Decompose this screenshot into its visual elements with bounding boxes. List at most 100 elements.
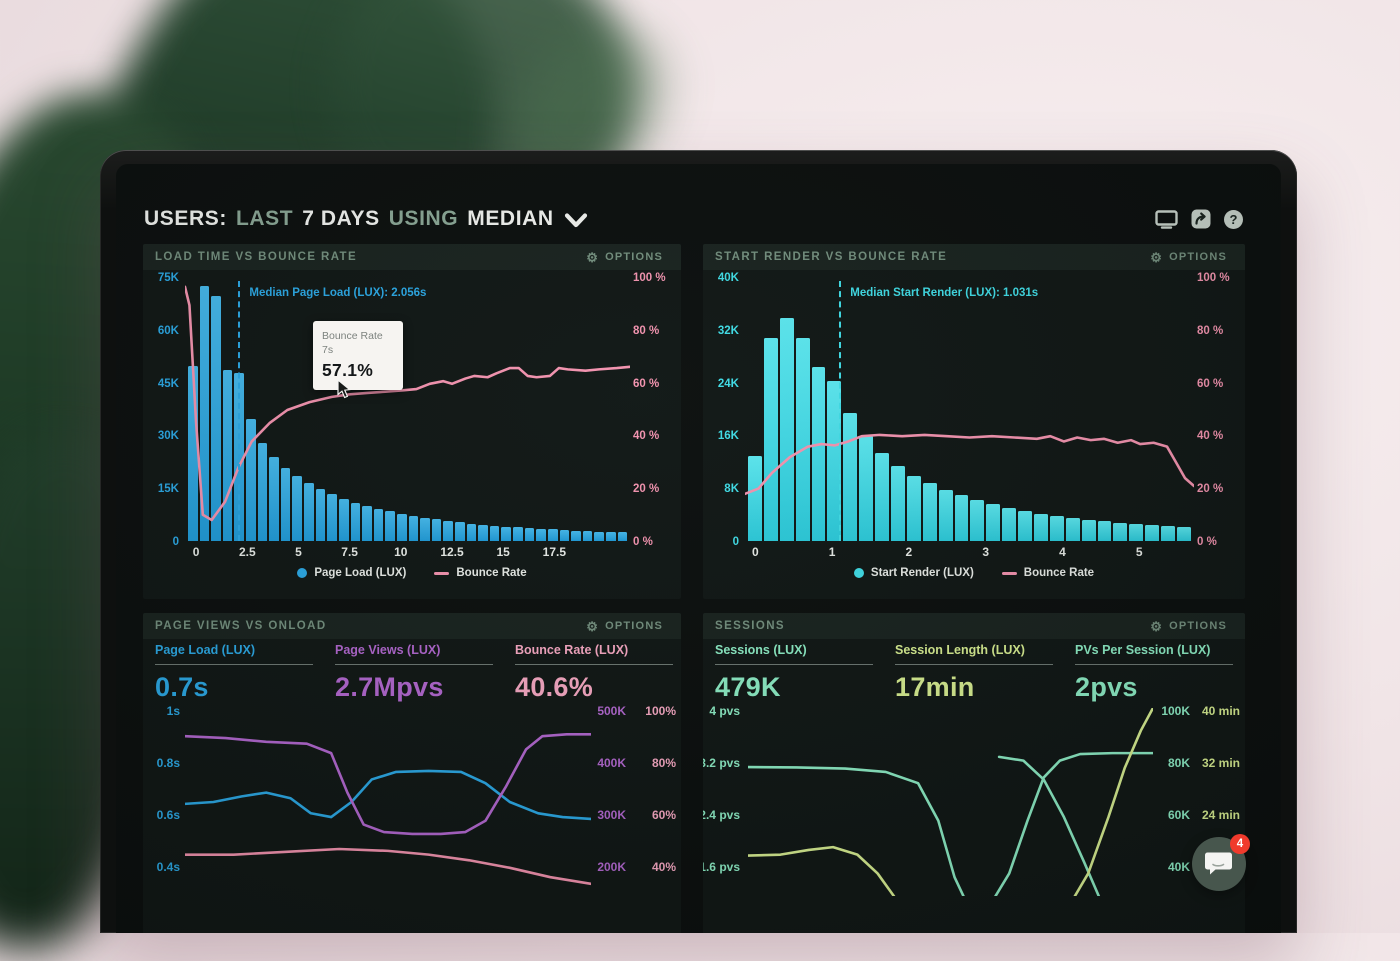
- options-button[interactable]: ⚙ OPTIONS: [580, 619, 669, 634]
- line-series: [185, 708, 591, 896]
- bar[interactable]: [843, 413, 858, 541]
- bar[interactable]: [938, 489, 953, 541]
- bar[interactable]: [408, 515, 419, 541]
- metric: Page Load (LUX) 0.7s: [155, 643, 313, 703]
- bar[interactable]: [605, 531, 616, 541]
- line-series: [745, 279, 1194, 541]
- share-icon[interactable]: [1191, 209, 1211, 229]
- y-tick-row: 40K: [1152, 860, 1240, 874]
- monitor-icon[interactable]: [1155, 209, 1178, 229]
- bar[interactable]: [547, 529, 558, 541]
- bar[interactable]: [199, 286, 210, 541]
- bar[interactable]: [891, 465, 905, 541]
- bar[interactable]: [779, 318, 794, 541]
- bar[interactable]: [280, 467, 291, 541]
- panel-load-time-vs-bounce-rate: LOAD TIME VS BOUNCE RATE ⚙ OPTIONS 75K 60K…: [143, 244, 681, 599]
- options-button[interactable]: ⚙ OPTIONS: [580, 250, 669, 265]
- options-button[interactable]: ⚙ OPTIONS: [1144, 250, 1233, 265]
- bar[interactable]: [315, 488, 326, 541]
- bar[interactable]: [1097, 521, 1112, 541]
- bar[interactable]: [455, 522, 465, 541]
- median-line: Median Start Render (LUX): 1.031s: [839, 281, 1038, 541]
- legend-label: Start Render (LUX): [870, 567, 974, 579]
- bar[interactable]: [1081, 520, 1096, 541]
- bar[interactable]: [211, 296, 221, 541]
- bar[interactable]: [559, 530, 570, 541]
- bar[interactable]: [362, 506, 372, 541]
- bar[interactable]: [489, 525, 500, 541]
- bar[interactable]: [443, 520, 454, 541]
- bar[interactable]: [1161, 525, 1176, 541]
- y-tick: 20 %: [1197, 483, 1224, 496]
- bar[interactable]: [501, 526, 512, 541]
- y-tick: 2.4 pvs: [703, 808, 740, 822]
- bar[interactable]: [1145, 525, 1160, 541]
- bar[interactable]: [257, 443, 268, 541]
- metric-row: Sessions (LUX) 479K Session Length (LUX) 17…: [715, 643, 1245, 703]
- dashboard-grid: LOAD TIME VS BOUNCE RATE ⚙ OPTIONS 75K 60K…: [143, 244, 1245, 933]
- bar[interactable]: [763, 337, 778, 541]
- y-tick: 80 %: [1197, 324, 1224, 337]
- bar[interactable]: [304, 483, 314, 541]
- bar[interactable]: [431, 519, 442, 541]
- bar[interactable]: [420, 517, 430, 541]
- legend-dot: [853, 568, 864, 578]
- bar[interactable]: [906, 475, 921, 541]
- bar[interactable]: [246, 418, 256, 541]
- x-tick: 0: [751, 545, 759, 559]
- help-icon[interactable]: ?: [1224, 209, 1243, 229]
- bar[interactable]: [1113, 522, 1128, 541]
- bar[interactable]: [222, 369, 233, 541]
- y-tick: 0.6s: [156, 808, 180, 822]
- bar[interactable]: [1018, 510, 1033, 541]
- legend-item: Page Load (LUX): [297, 567, 406, 579]
- metric-label: Sessions (LUX): [715, 643, 873, 665]
- bar[interactable]: [188, 366, 198, 541]
- bar[interactable]: [513, 527, 523, 541]
- bar[interactable]: [1034, 513, 1048, 541]
- bar[interactable]: [327, 493, 337, 541]
- bar[interactable]: [986, 504, 1001, 541]
- bar[interactable]: [1129, 523, 1144, 541]
- x-tick: 3: [982, 545, 989, 559]
- bar[interactable]: [1177, 526, 1191, 541]
- legend-dot: [297, 568, 308, 578]
- bar[interactable]: [859, 436, 874, 541]
- page-title[interactable]: USERS: LAST 7 DAYS USING MEDIAN: [144, 207, 554, 231]
- bar[interactable]: [338, 499, 349, 541]
- bar[interactable]: [748, 455, 762, 541]
- bar[interactable]: [292, 476, 303, 541]
- bar[interactable]: [954, 495, 969, 541]
- options-button[interactable]: ⚙ OPTIONS: [1144, 619, 1233, 634]
- bar[interactable]: [536, 528, 546, 541]
- bar[interactable]: [350, 502, 361, 541]
- y-tick-row: 400K 80%: [588, 756, 676, 770]
- title-word: USERS:: [144, 207, 227, 230]
- chat-widget[interactable]: 4: [1192, 834, 1250, 891]
- bar[interactable]: [875, 452, 890, 541]
- bar[interactable]: [970, 500, 985, 541]
- bar[interactable]: [617, 532, 628, 541]
- bar[interactable]: [582, 531, 593, 541]
- bar[interactable]: [827, 380, 842, 541]
- bar[interactable]: [1049, 516, 1064, 541]
- bar[interactable]: [478, 524, 488, 541]
- bar[interactable]: [1065, 518, 1080, 541]
- bar[interactable]: [373, 508, 384, 541]
- gear-icon: ⚙: [586, 249, 600, 265]
- bar[interactable]: [269, 457, 279, 541]
- bar[interactable]: [385, 511, 395, 541]
- bar[interactable]: [1002, 508, 1017, 541]
- bar[interactable]: [811, 367, 826, 541]
- bar[interactable]: [571, 530, 581, 541]
- bar[interactable]: [524, 528, 535, 541]
- bar[interactable]: [466, 523, 477, 541]
- chart-plot: [185, 708, 591, 896]
- metric-value: 479K: [715, 672, 781, 702]
- bar[interactable]: [594, 531, 604, 541]
- chevron-down-icon[interactable]: [564, 213, 588, 228]
- bar[interactable]: [396, 513, 407, 541]
- y-tick: 1s: [166, 704, 180, 718]
- bar[interactable]: [795, 337, 810, 541]
- bar[interactable]: [922, 483, 937, 541]
